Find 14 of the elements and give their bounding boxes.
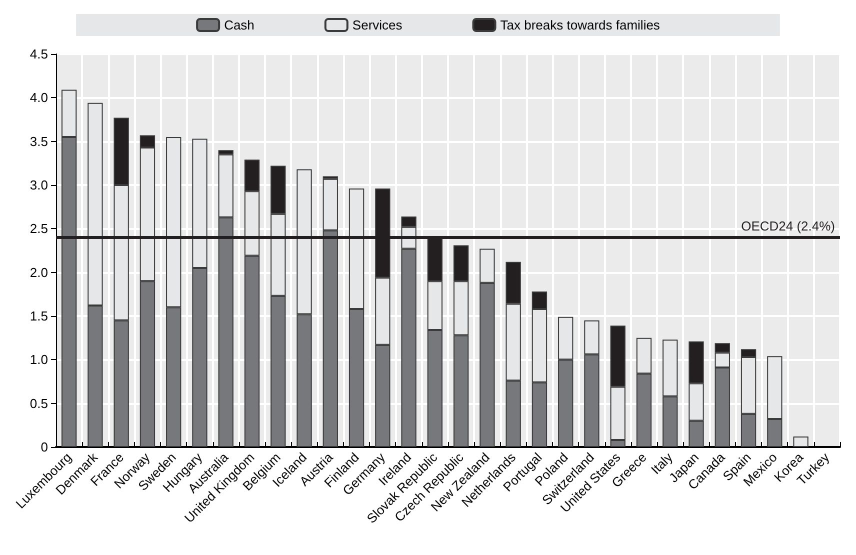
legend-label: Tax breaks towards families xyxy=(500,18,660,32)
y-tick-label: 1.0 xyxy=(30,352,48,368)
y-tick-label: 4.5 xyxy=(30,46,48,62)
ref-line-label: OECD24 (2.4%) xyxy=(741,218,835,234)
y-tick-label: 2.0 xyxy=(30,264,48,280)
legend-label: Services xyxy=(352,18,403,32)
y-tick-label: 0 xyxy=(40,440,48,454)
y-tick-label: 2.5 xyxy=(30,221,48,236)
legend-label: Cash xyxy=(224,18,254,32)
y-tick-label: 4.0 xyxy=(30,90,48,106)
y-tick-label: 1.5 xyxy=(30,308,48,324)
y-tick-label: 0.5 xyxy=(30,396,48,411)
y-tick-label: 3.5 xyxy=(30,134,48,149)
y-tick-label: 3.0 xyxy=(30,178,48,192)
